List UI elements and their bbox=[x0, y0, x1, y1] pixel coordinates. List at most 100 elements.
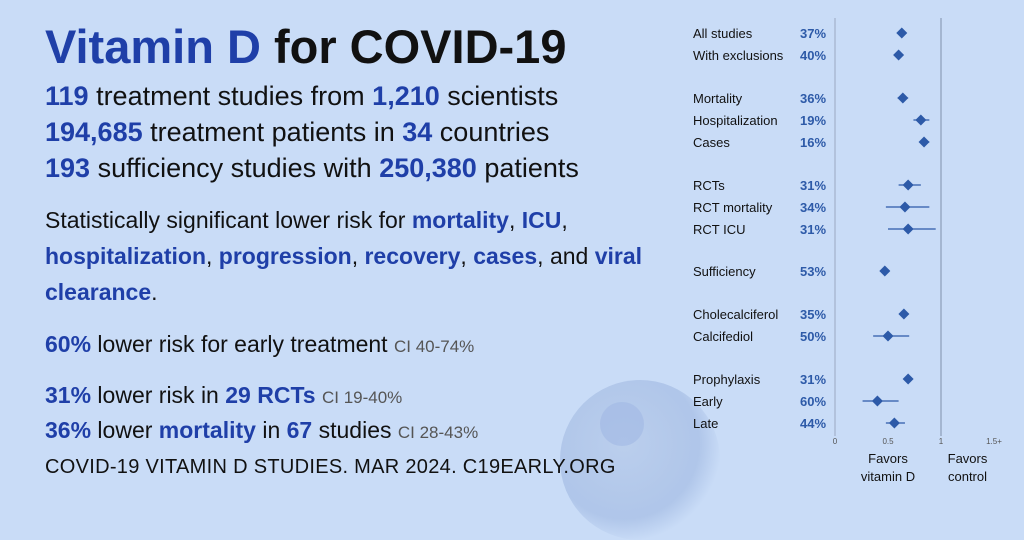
row-label: With exclusions bbox=[693, 48, 784, 63]
row-label: Late bbox=[693, 416, 718, 431]
effect-diamond bbox=[902, 223, 914, 235]
stat-highlight: 250,380 bbox=[379, 153, 477, 183]
virus-particle bbox=[600, 402, 644, 446]
effect-diamond bbox=[888, 417, 900, 429]
row-label: Mortality bbox=[693, 91, 743, 106]
risk-text: studies bbox=[312, 417, 398, 443]
favors-vitamin-d-label: vitamin D bbox=[861, 469, 915, 484]
stat-highlight: 194,685 bbox=[45, 117, 143, 147]
risk-summary: 60% lower risk for early treatment CI 40… bbox=[45, 328, 685, 449]
risk-highlight: 36% bbox=[45, 417, 92, 443]
risk-line: 31% lower risk in 29 RCTs CI 19-40% bbox=[45, 379, 685, 414]
outcome-keyword: hospitalization bbox=[45, 243, 206, 269]
x-tick-label: 1 bbox=[939, 437, 944, 446]
outcome-keyword: viral clearance bbox=[45, 243, 643, 305]
favors-control-label: Favors bbox=[948, 451, 988, 466]
outcome-keyword: recovery bbox=[364, 243, 461, 269]
footer-source: COVID-19 VITAMIN D STUDIES. MAR 2024. C1… bbox=[45, 456, 616, 478]
favors-control-label: control bbox=[948, 469, 987, 484]
significance-text: , bbox=[537, 243, 550, 269]
effect-diamond bbox=[893, 49, 905, 61]
risk-line: 60% lower risk for early treatment CI 40… bbox=[45, 328, 685, 363]
effect-diamond bbox=[902, 373, 914, 385]
row-label: Sufficiency bbox=[693, 264, 756, 279]
row-label: Hospitalization bbox=[693, 113, 778, 128]
significance-text: , bbox=[460, 243, 474, 269]
stat-text: treatment patients in bbox=[142, 117, 403, 147]
summary-panel: Vitamin D for COVID-19 119 treatment stu… bbox=[45, 18, 685, 449]
row-label: Cholecalciferol bbox=[693, 307, 778, 322]
risk-text: lower risk for early treatment bbox=[91, 331, 394, 357]
row-percent: 35% bbox=[800, 307, 826, 322]
row-label: RCT ICU bbox=[693, 222, 745, 237]
row-label: Prophylaxis bbox=[693, 372, 761, 387]
risk-highlight: 60% bbox=[45, 331, 92, 357]
page-title: Vitamin D for COVID-19 bbox=[45, 18, 685, 76]
row-label: All studies bbox=[693, 26, 753, 41]
row-percent: 53% bbox=[800, 264, 826, 279]
stat-text: treatment studies from bbox=[88, 81, 373, 111]
confidence-interval: CI 40-74% bbox=[393, 337, 475, 356]
effect-diamond bbox=[902, 179, 914, 191]
row-label: RCT mortality bbox=[693, 200, 773, 215]
risk-text: lower risk in bbox=[91, 382, 226, 408]
significance-text: , bbox=[206, 243, 219, 269]
row-percent: 50% bbox=[800, 329, 826, 344]
stat-line: 194,685 treatment patients in 34 countri… bbox=[45, 114, 685, 150]
risk-highlight: 67 bbox=[286, 417, 313, 443]
row-percent: 31% bbox=[800, 222, 826, 237]
risk-highlight: mortality bbox=[158, 417, 256, 443]
x-tick-label: 0.5 bbox=[882, 437, 894, 446]
effect-diamond bbox=[896, 27, 908, 39]
stat-highlight: 193 bbox=[45, 153, 91, 183]
risk-highlight: 29 RCTs bbox=[225, 382, 316, 408]
effect-diamond bbox=[915, 114, 927, 126]
row-label: RCTs bbox=[693, 178, 725, 193]
stat-highlight: 34 bbox=[402, 117, 433, 147]
significance-text: , bbox=[351, 243, 365, 269]
row-percent: 19% bbox=[800, 113, 826, 128]
favors-vitamin-d-label: Favors bbox=[868, 451, 908, 466]
significance-text: , bbox=[508, 207, 522, 233]
stat-highlight: 119 bbox=[45, 81, 89, 111]
significance-text: Statistically significant lower risk for bbox=[45, 207, 412, 233]
outcome-keyword: mortality bbox=[411, 207, 509, 233]
row-label: Cases bbox=[693, 135, 730, 150]
row-percent: 60% bbox=[800, 394, 826, 409]
effect-diamond bbox=[899, 201, 911, 213]
stat-highlight: 1,210 bbox=[372, 81, 440, 111]
effect-diamond bbox=[918, 136, 930, 148]
stat-text: sufficiency studies with bbox=[90, 153, 380, 183]
stat-line: 119 treatment studies from 1,210 scienti… bbox=[45, 78, 685, 114]
significance-text: . bbox=[151, 279, 158, 305]
row-percent: 34% bbox=[800, 200, 826, 215]
significance-summary: Statistically significant lower risk for… bbox=[45, 202, 665, 310]
effect-diamond bbox=[897, 92, 909, 104]
row-percent: 44% bbox=[800, 416, 826, 431]
confidence-interval: CI 28-43% bbox=[397, 423, 479, 442]
title-rest: for COVID-19 bbox=[273, 20, 567, 73]
effect-diamond bbox=[882, 330, 894, 342]
confidence-interval: CI 19-40% bbox=[321, 388, 403, 407]
row-percent: 36% bbox=[800, 91, 826, 106]
outcome-keyword: progression bbox=[218, 243, 352, 269]
row-percent: 31% bbox=[800, 178, 826, 193]
x-tick-label: 1.5+ bbox=[986, 437, 1002, 446]
outcome-keyword: ICU bbox=[521, 207, 562, 233]
stat-text: scientists bbox=[439, 81, 559, 111]
title-highlight: Vitamin D bbox=[45, 20, 261, 73]
effect-diamond bbox=[871, 395, 883, 407]
stat-text: patients bbox=[476, 153, 579, 183]
risk-highlight: 31% bbox=[45, 382, 92, 408]
x-tick-label: 0 bbox=[833, 437, 838, 446]
significance-text: , bbox=[561, 207, 568, 233]
effect-diamond bbox=[879, 265, 891, 277]
forest-plot: All studies 37% With exclusions 40% Mortalit… bbox=[693, 18, 1002, 484]
outcome-keyword: cases bbox=[473, 243, 538, 269]
risk-text: in bbox=[255, 417, 287, 443]
effect-diamond bbox=[898, 308, 910, 320]
row-percent: 31% bbox=[800, 372, 826, 387]
study-stats: 119 treatment studies from 1,210 scienti… bbox=[45, 78, 685, 186]
row-percent: 16% bbox=[800, 135, 826, 150]
row-percent: 37% bbox=[800, 26, 826, 41]
